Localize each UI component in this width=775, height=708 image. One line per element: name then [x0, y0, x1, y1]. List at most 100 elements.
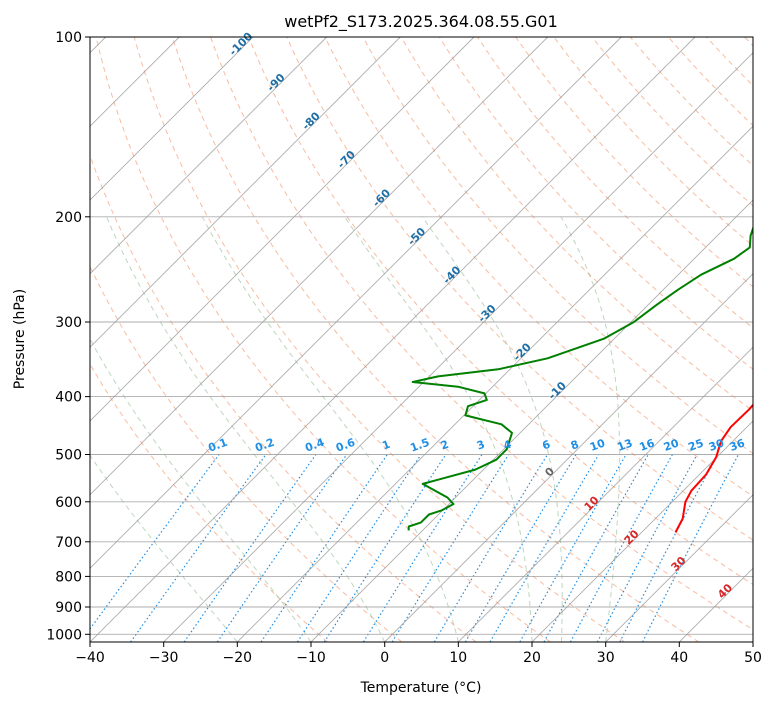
chart-title: wetPf2_S173.2025.364.08.55.G01: [284, 12, 558, 32]
dry-adiabat-2: [90, 154, 477, 642]
mixing-ratio-label-6: 2: [439, 438, 451, 453]
mixing-ratio-line-5: [296, 454, 422, 642]
x-tick-label-5: 10: [449, 650, 467, 666]
dry-adiabat-4: [133, 37, 625, 642]
mixing-ratio-label-8: 4: [502, 438, 514, 453]
isotherm-label-1: -90: [264, 71, 287, 94]
isotherm-label-5: -50: [405, 225, 428, 248]
mixing-ratio-label-9: 6: [540, 438, 552, 453]
dry-adiabat-1: [90, 265, 403, 642]
x-tick-label-9: 50: [744, 650, 762, 666]
isotherm-label-2: -80: [300, 109, 323, 132]
dry-adiabat-7: [248, 37, 753, 586]
temperature-profile-line: [674, 403, 753, 533]
y-tick-label-5: 600: [55, 495, 82, 511]
x-tick-label-6: 20: [523, 650, 541, 666]
dry-adiabat-3: [95, 37, 551, 642]
y-axis: 100 200 300 400 500 600 700 800 900 1000: [46, 30, 90, 643]
background-lines: [90, 37, 753, 642]
y-tick-label-9: 1000: [46, 627, 82, 643]
dewpoint-profile-line: [407, 225, 753, 531]
mixing-ratio-line-9: [433, 454, 549, 642]
y-tick-label-8: 900: [55, 600, 82, 616]
dry-adiabat-11: [400, 37, 753, 412]
x-tick-label-4: 0: [380, 650, 389, 666]
dry-adiabat-18: [668, 37, 753, 127]
dry-adiabat-8: [286, 37, 753, 541]
x-tick-label-8: 40: [670, 650, 688, 666]
dry-adiabat-10: [362, 37, 753, 455]
mixing-ratio-label-10: 8: [569, 438, 581, 453]
mixing-ratio-label-17: 36: [728, 436, 747, 454]
mixing-ratio-line-16: [619, 454, 719, 642]
x-tick-label-3: −10: [296, 650, 326, 666]
mixing-ratio-line-6: [323, 454, 447, 642]
x-axis-label: Temperature (°C): [360, 680, 482, 696]
mixing-ratio-label-1: 0.2: [253, 436, 276, 455]
mixing-ratio-line-10: [464, 454, 577, 642]
isotherm-label-6: -40: [440, 263, 463, 286]
isotherm-9: [90, 37, 696, 642]
x-axis: −40 −30 −20 −10 0 10 20 30 40 50: [75, 642, 762, 666]
isotherm-8: [90, 37, 622, 569]
mixing-ratio-label-3: 0.6: [334, 436, 357, 455]
isotherm-7: [90, 37, 549, 496]
x-tick-label-0: −40: [75, 650, 105, 666]
dry-adiabat-15: [553, 37, 753, 247]
y-tick-label-2: 300: [55, 315, 82, 331]
isotherm-16: [605, 494, 753, 642]
isotherm-5: [90, 37, 401, 348]
mixing-ratio-label-2: 0.4: [303, 436, 326, 455]
mixing-ratio-line-2: [183, 454, 317, 642]
isotherm-18: [752, 641, 753, 642]
dry-adiabat-5: [171, 37, 700, 642]
x-tick-label-2: −20: [223, 650, 253, 666]
mixing-ratio-label-7: 3: [475, 438, 487, 453]
x-tick-label-1: −30: [149, 650, 179, 666]
y-tick-label-3: 400: [55, 390, 82, 406]
plot-frame: [89, 36, 754, 643]
mixing-ratio-line-1: [130, 454, 267, 642]
dry-adiabat-9: [324, 37, 753, 498]
warm-label-1: 10: [582, 493, 602, 513]
dry-adiabat-19: [706, 37, 753, 87]
y-tick-label-6: 700: [55, 535, 82, 551]
dry-adiabat-12: [438, 37, 753, 370]
isotherm-11: [236, 125, 753, 642]
isotherm-12: [310, 199, 753, 642]
isotherm-10: [163, 52, 753, 642]
warm-label-4: 40: [715, 581, 735, 601]
isotherm-13: [384, 273, 753, 642]
mixing-ratio-line-7: [362, 454, 483, 642]
mixing-ratio-label-15: 25: [686, 436, 705, 453]
mixing-ratio-line-15: [596, 454, 698, 642]
isotherm-15: [531, 420, 753, 642]
mixing-ratio-label-12: 13: [615, 436, 634, 453]
mixing-ratio-line-14: [569, 454, 673, 642]
moist-adiabat-6: [560, 216, 621, 642]
y-tick-label-4: 500: [55, 448, 82, 464]
mixing-ratio-line-12: [519, 454, 627, 642]
moist-adiabat-0: [90, 454, 238, 642]
mixing-ratio-line-3: [216, 454, 348, 642]
moist-adiabat-1: [90, 338, 312, 642]
isotherm-14: [457, 346, 753, 642]
line-labels: 0.1 0.2 0.4 0.6 1 1.5 2 3 4 6 8 10 13 16 20 25 30 36-100-…: [206, 30, 747, 602]
y-axis-label: Pressure (hPa): [12, 289, 28, 389]
dry-adiabat-0: [90, 363, 328, 642]
warm-label-3: 30: [669, 554, 689, 574]
mixing-ratio-label-4: 1: [380, 438, 392, 453]
dry-adiabat-16: [591, 37, 753, 207]
warm-label-2: 20: [622, 527, 642, 547]
mixing-ratio-line-11: [489, 454, 600, 642]
isotherm-3: [90, 37, 254, 201]
y-tick-label-1: 200: [55, 210, 82, 226]
moist-adiabat-2: [106, 216, 386, 642]
moist-adiabat-3: [201, 216, 459, 642]
mixing-ratio-label-14: 20: [662, 436, 681, 454]
profile-series: [407, 225, 753, 533]
isotherm-4: [90, 37, 328, 275]
dry-adiabat-6: [210, 37, 753, 631]
dry-adiabat-14: [515, 37, 753, 288]
